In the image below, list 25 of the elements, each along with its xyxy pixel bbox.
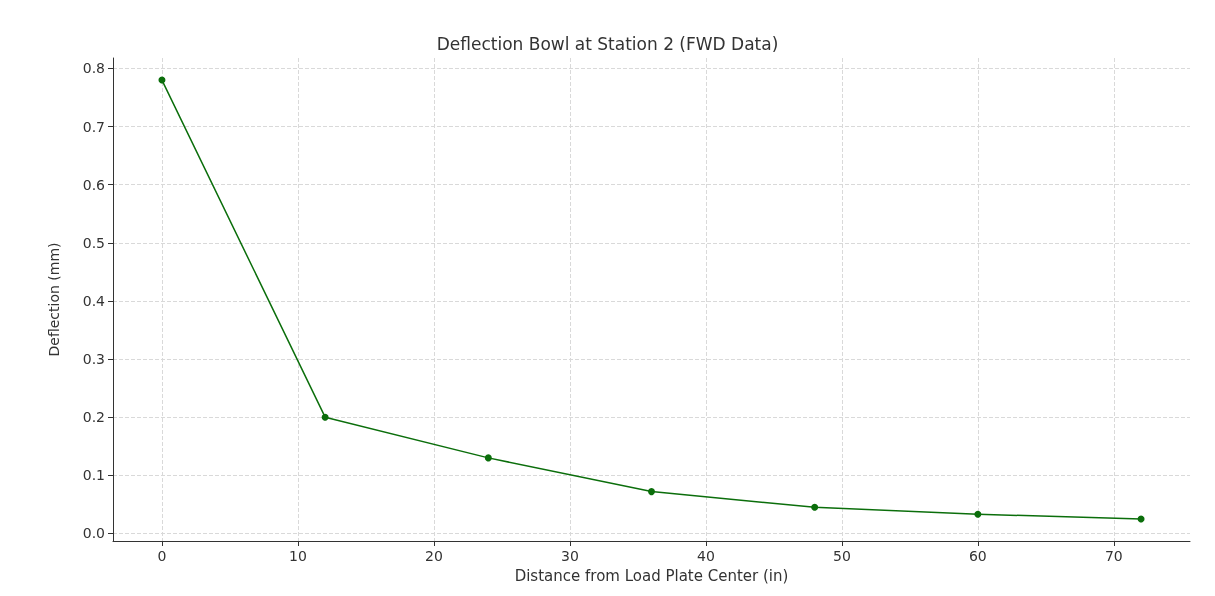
- x-tick-label: 0: [157, 548, 167, 564]
- point: [648, 488, 655, 496]
- point: [484, 454, 492, 462]
- y-tick-label: 0.8: [82, 60, 105, 77]
- y-tick-label: 0.1: [82, 467, 105, 484]
- point: [811, 503, 819, 511]
- x-tick-label: 50: [832, 548, 851, 564]
- point: [321, 413, 329, 421]
- x-axis-title: Distance from Load Plate Center (in): [514, 566, 789, 585]
- y-tick-label: 0.7: [82, 118, 105, 135]
- chart-title: Deflection Bowl at Station 2 (FWD Data): [436, 33, 779, 54]
- y-tick-label: 0.4: [82, 292, 106, 309]
- x-tick-label: 70: [1104, 548, 1123, 564]
- y-tick-label: 0.0: [82, 525, 105, 542]
- y-tick-label: 0.6: [82, 176, 106, 193]
- y-axis-title: Deflection (mm): [46, 242, 62, 357]
- y-tick-label: 0.2: [82, 409, 105, 426]
- y-tick-label: 0.3: [82, 351, 105, 368]
- x-tick-label: 60: [968, 548, 987, 564]
- x-tick-label: 30: [561, 548, 579, 564]
- point: [974, 510, 982, 518]
- x-tick-label: 20: [425, 548, 443, 564]
- x-tick-label: 40: [696, 548, 715, 564]
- y-tick-label: 0.5: [82, 234, 105, 251]
- x-tick-label: 10: [289, 548, 307, 564]
